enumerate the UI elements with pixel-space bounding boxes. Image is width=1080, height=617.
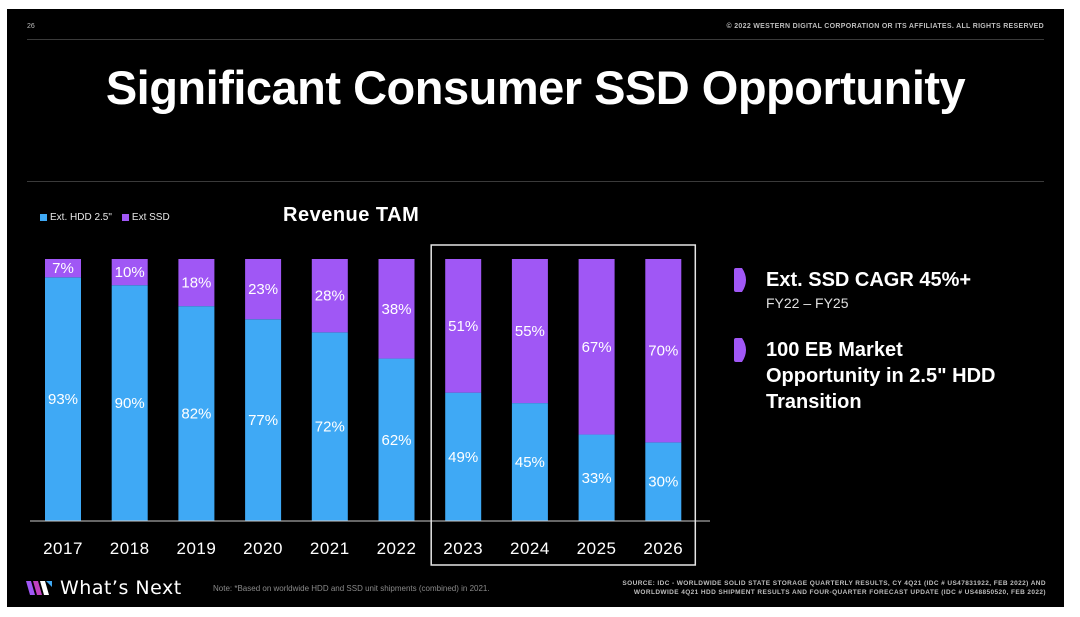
legend-label-hdd: Ext. HDD 2.5" (50, 212, 112, 223)
legend-swatch-hdd (40, 214, 47, 221)
legend-item-ssd: Ext SSD (121, 212, 170, 223)
bullet-market-text: 100 EB Market Opportunity in 2.5" HDD Tr… (766, 339, 996, 413)
footnote: Note: *Based on worldwide HDD and SSD un… (213, 584, 490, 593)
data-label-ssd-2022: 38% (381, 301, 411, 318)
copyright-notice: © 2022 WESTERN DIGITAL CORPORATION OR IT… (726, 23, 1044, 30)
data-label-hdd-2017: 93% (48, 391, 78, 408)
wd-logo-icon (26, 581, 52, 595)
bar-ssd-2019 (178, 259, 215, 307)
logo-text: What’s Next (60, 577, 182, 599)
whats-next-logo: What’s Next (26, 577, 182, 599)
data-label-ssd-2017: 7% (52, 260, 74, 277)
header-divider (27, 39, 1044, 40)
data-label-ssd-2024: 55% (515, 323, 545, 340)
bullet-market: 100 EB Market Opportunity in 2.5" HDD Tr… (734, 337, 1006, 415)
page-number: 26 (27, 23, 35, 30)
title-divider (27, 181, 1044, 182)
bar-ssd-2018 (111, 259, 148, 286)
legend-label-ssd: Ext SSD (131, 212, 170, 223)
revenue-tam-chart: 93% 7% 2017 90% 10% 2018 82% 18% 2019 77% 23% 2020 7… (30, 244, 710, 566)
data-label-hdd-2026: 30% (648, 474, 678, 491)
data-label-ssd-2019: 18% (181, 275, 211, 292)
data-label-ssd-2021: 28% (315, 288, 345, 305)
chart-legend: Ext. HDD 2.5" Ext SSD (40, 212, 170, 223)
x-tick-label-2021: 2021 (310, 539, 350, 558)
bar-hdd-2017 (45, 277, 81, 521)
data-label-hdd-2025: 33% (582, 470, 612, 487)
bullet-cagr: Ext. SSD CAGR 45%+ FY22 – FY25 (734, 267, 971, 311)
bar-hdd-2025 (578, 434, 615, 521)
x-tick-label-2018: 2018 (110, 539, 150, 558)
x-tick-label-2025: 2025 (577, 539, 617, 558)
bar-ssd-2023 (445, 259, 482, 393)
bar-ssd-2024 (511, 259, 548, 404)
bar-hdd-2023 (445, 392, 482, 521)
x-tick-label-2020: 2020 (243, 539, 283, 558)
bullet-marker-icon (734, 268, 746, 292)
x-tick-label-2019: 2019 (176, 539, 216, 558)
bar-hdd-2022 (378, 358, 415, 521)
source-citation: SOURCE: IDC - WORLDWIDE SOLID STATE STOR… (622, 579, 1046, 597)
bar-ssd-2021 (311, 259, 348, 333)
bar-ssd-2017 (45, 259, 81, 278)
data-label-hdd-2024: 45% (515, 454, 545, 471)
bar-hdd-2026 (645, 442, 682, 521)
bar-hdd-2020 (245, 319, 282, 521)
bullet-cagr-text: Ext. SSD CAGR 45%+ (766, 269, 972, 291)
bar-ssd-2022 (378, 259, 415, 359)
legend-swatch-ssd (121, 214, 129, 221)
data-label-hdd-2020: 77% (248, 412, 278, 429)
x-tick-label-2024: 2024 (510, 539, 550, 558)
data-label-ssd-2025: 67% (582, 339, 612, 356)
bar-ssd-2020 (245, 259, 282, 320)
x-tick-label-2026: 2026 (643, 539, 683, 558)
x-tick-label-2022: 2022 (377, 539, 417, 558)
bar-ssd-2025 (578, 259, 615, 435)
slide: 26 © 2022 WESTERN DIGITAL CORPORATION OR… (7, 9, 1064, 607)
bar-hdd-2018 (111, 285, 148, 521)
data-label-ssd-2023: 51% (448, 318, 478, 335)
bar-hdd-2021 (311, 332, 348, 521)
bar-hdd-2024 (511, 403, 548, 521)
chart-title: Revenue TAM (283, 204, 420, 226)
bar-ssd-2026 (645, 259, 682, 443)
bullet-marker-icon (734, 338, 746, 362)
source-line-2: WORLDWIDE 4Q21 HDD SHIPMENT RESULTS AND … (633, 589, 1046, 596)
data-label-hdd-2022: 62% (381, 432, 411, 449)
data-label-ssd-2026: 70% (648, 343, 678, 360)
x-tick-label-2017: 2017 (43, 539, 83, 558)
data-label-hdd-2018: 90% (115, 395, 145, 412)
bar-hdd-2019 (178, 306, 215, 521)
source-line-1: SOURCE: IDC - WORLDWIDE SOLID STATE STOR… (622, 580, 1046, 587)
data-label-ssd-2020: 23% (248, 281, 278, 298)
slide-title: Significant Consumer SSD Opportunity (105, 61, 966, 114)
x-tick-label-2023: 2023 (443, 539, 483, 558)
legend-item-hdd: Ext. HDD 2.5" (40, 212, 112, 223)
data-label-ssd-2018: 10% (115, 264, 145, 281)
forecast-highlight-box (430, 244, 697, 566)
data-label-hdd-2021: 72% (315, 419, 345, 436)
data-label-hdd-2023: 49% (448, 449, 478, 466)
data-label-hdd-2019: 82% (181, 406, 211, 423)
bullet-cagr-sub: FY22 – FY25 (766, 295, 849, 311)
